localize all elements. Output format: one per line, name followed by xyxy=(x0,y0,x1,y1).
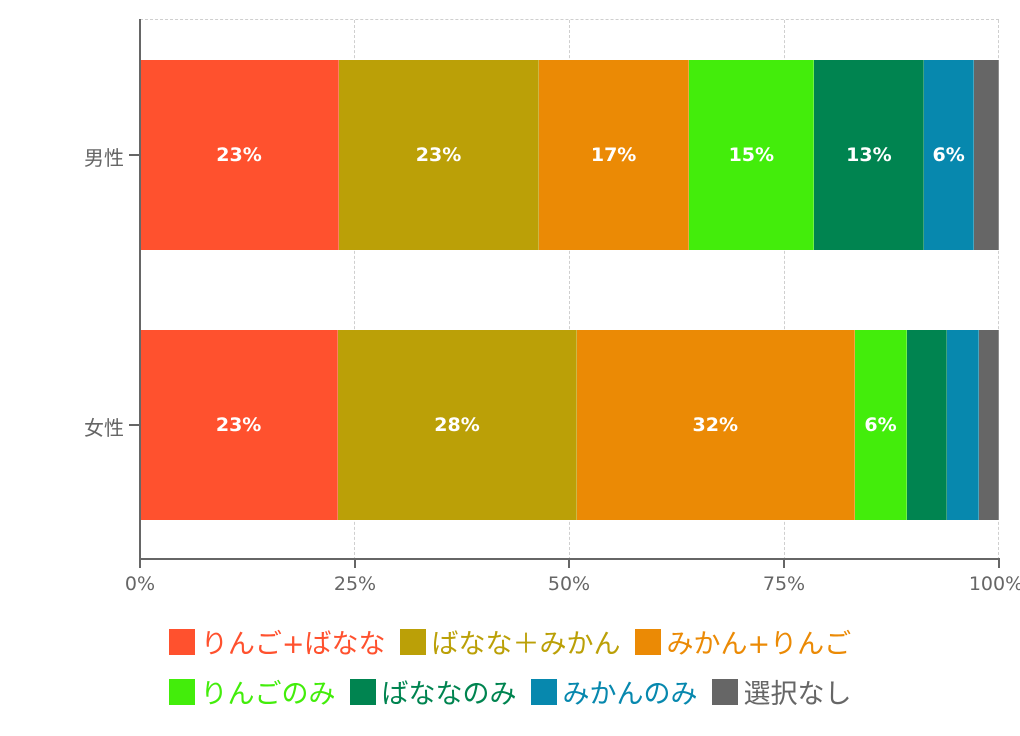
x-label: 50% xyxy=(547,573,591,595)
bar-segment: 28% xyxy=(338,330,577,520)
bar-segment: 6% xyxy=(924,60,975,250)
legend-label: ばなな＋みかん xyxy=(431,629,621,660)
bar-segment xyxy=(907,330,948,520)
bar-segment: 17% xyxy=(539,60,690,250)
legend-item[interactable]: みかんのみ xyxy=(530,672,698,711)
x-tick xyxy=(139,560,141,568)
bar-male: 23% 23% 17% 15% 13% 6% xyxy=(140,60,999,250)
x-label: 100% xyxy=(968,573,1020,595)
bar-segment xyxy=(947,330,980,520)
legend-label: みかん+りんご xyxy=(666,629,852,660)
bar-segment xyxy=(979,330,999,520)
bar-segment: 6% xyxy=(854,330,908,520)
legend-swatch-icon xyxy=(168,678,195,705)
y-tick xyxy=(129,154,139,156)
bar-female: 23% 28% 32% 6% xyxy=(140,330,999,520)
legend-item[interactable]: りんごのみ xyxy=(168,672,336,711)
legend-label: ばななのみ xyxy=(381,679,517,710)
gridline xyxy=(569,20,570,560)
bar-segment xyxy=(974,60,999,250)
y-axis xyxy=(139,19,141,560)
x-tick xyxy=(783,560,785,568)
x-axis xyxy=(139,558,1000,560)
legend-swatch-icon xyxy=(530,678,557,705)
x-tick xyxy=(354,560,356,568)
x-label: 0% xyxy=(124,573,156,595)
bar-segment: 23% xyxy=(140,60,340,250)
y-tick xyxy=(129,424,139,426)
legend-item[interactable]: 選択なし xyxy=(711,672,852,711)
gridline xyxy=(354,20,355,560)
legend-row: りんご+ばなな ばなな＋みかん みかん+りんご xyxy=(0,622,1020,661)
gridline xyxy=(784,20,785,560)
x-tick xyxy=(568,560,570,568)
plot-area xyxy=(140,19,999,560)
bar-segment: 32% xyxy=(576,330,855,520)
legend-swatch-icon xyxy=(634,628,661,655)
legend-swatch-icon xyxy=(711,678,738,705)
x-tick xyxy=(998,560,1000,568)
y-label-male: 男性 xyxy=(84,146,124,170)
legend-item[interactable]: ばななのみ xyxy=(349,672,517,711)
legend-item[interactable]: みかん+りんご xyxy=(634,622,852,661)
bar-segment: 15% xyxy=(689,60,815,250)
legend-row: りんごのみ ばななのみ みかんのみ 選択なし xyxy=(0,672,1020,711)
bar-segment: 23% xyxy=(140,330,339,520)
legend-label: 選択なし xyxy=(743,679,852,710)
legend-label: りんご+ばなな xyxy=(200,629,386,660)
y-label-female: 女性 xyxy=(84,416,124,440)
legend-swatch-icon xyxy=(399,628,426,655)
legend-swatch-icon xyxy=(168,628,195,655)
x-label: 25% xyxy=(333,573,377,595)
bar-segment: 23% xyxy=(339,60,540,250)
x-label: 75% xyxy=(762,573,806,595)
gridline xyxy=(998,20,999,560)
bar-segment: 13% xyxy=(814,60,925,250)
legend-swatch-icon xyxy=(349,678,376,705)
legend-item[interactable]: ばなな＋みかん xyxy=(399,622,621,661)
legend-label: みかんのみ xyxy=(562,679,698,710)
legend-item[interactable]: りんご+ばなな xyxy=(168,622,386,661)
legend-label: りんごのみ xyxy=(200,679,336,710)
